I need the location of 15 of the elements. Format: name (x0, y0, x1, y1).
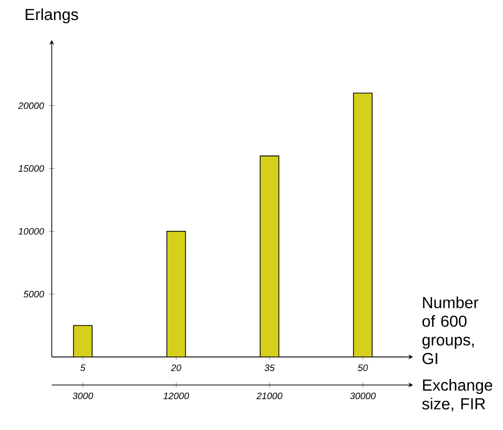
x2-axis-title: Exchange size, FIR (422, 379, 492, 412)
y-tick-label: 10000 (18, 228, 44, 235)
x2-tick-label: 21000 (256, 392, 282, 400)
y-tick-label: 20000 (18, 102, 44, 110)
y-tick-label: 15000 (18, 165, 44, 172)
x-tick-label: 50 (358, 364, 368, 372)
y-axis-title: Erlangs (26, 8, 78, 24)
x2-tick-label: 12000 (163, 392, 190, 400)
x2-tick-label: 3000 (72, 392, 94, 400)
y-tick-label: 5000 (24, 290, 44, 298)
x2-tick-label: 30000 (350, 392, 376, 400)
x-tick-label: 5 (80, 364, 86, 371)
x-tick-label: 35 (264, 364, 275, 372)
x-tick-label: 20 (170, 364, 182, 372)
x-axis-title: Number of 600 groups, GI (422, 296, 478, 364)
